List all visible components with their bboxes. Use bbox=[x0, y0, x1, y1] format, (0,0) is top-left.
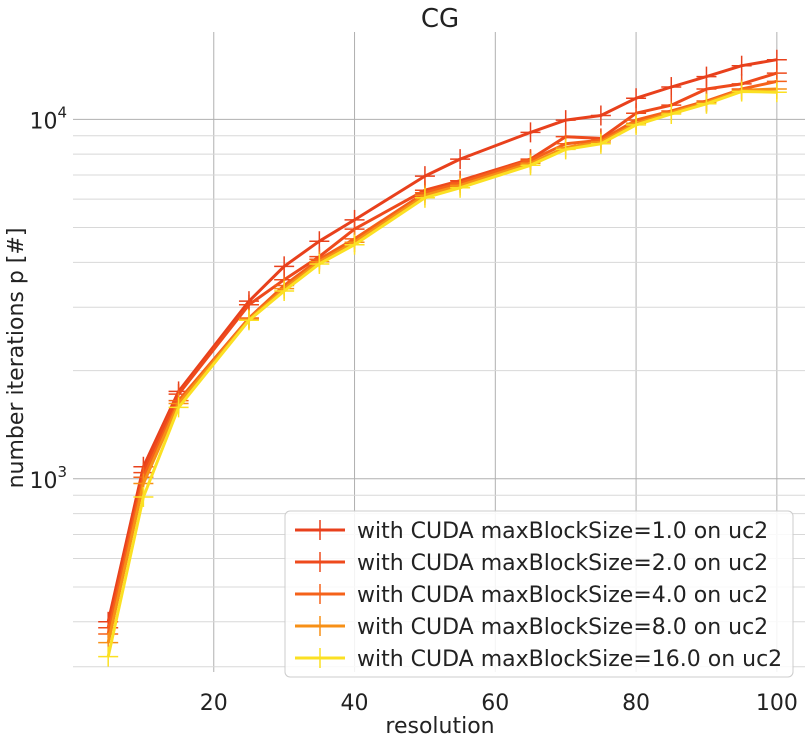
legend-entry-3: with CUDA maxBlockSize=4.0 on uc2 bbox=[295, 583, 768, 608]
legend-entry-5: with CUDA maxBlockSize=16.0 on uc2 bbox=[295, 647, 782, 672]
legend-entry-4: with CUDA maxBlockSize=8.0 on uc2 bbox=[295, 615, 768, 640]
data-point bbox=[626, 114, 647, 135]
legend-entry-2: with CUDA maxBlockSize=2.0 on uc2 bbox=[295, 551, 768, 576]
x-tick-label: 20 bbox=[200, 691, 228, 716]
data-point bbox=[98, 646, 119, 667]
x-tick-label: 100 bbox=[756, 691, 798, 716]
data-point bbox=[520, 155, 541, 176]
legend-box bbox=[284, 510, 794, 678]
y-axis-ticks: 103 104 bbox=[29, 103, 67, 493]
legend-label: with CUDA maxBlockSize=4.0 on uc2 bbox=[357, 583, 768, 608]
data-point bbox=[520, 122, 541, 143]
series-layer bbox=[98, 49, 787, 667]
data-point bbox=[696, 93, 717, 114]
data-point bbox=[133, 486, 154, 507]
data-point bbox=[414, 187, 435, 208]
legend-label: with CUDA maxBlockSize=2.0 on uc2 bbox=[357, 551, 768, 576]
x-tick-label: 80 bbox=[622, 691, 650, 716]
legend: with CUDA maxBlockSize=1.0 on uc2 with CU… bbox=[284, 510, 794, 678]
data-point bbox=[274, 280, 295, 301]
data-point bbox=[766, 82, 787, 103]
data-point bbox=[344, 234, 365, 255]
chart-title: CG bbox=[421, 4, 459, 34]
y-tick-label: 103 bbox=[29, 463, 67, 494]
data-point bbox=[450, 177, 471, 198]
data-point bbox=[309, 253, 330, 274]
data-point bbox=[661, 103, 682, 124]
legend-entry-1: with CUDA maxBlockSize=1.0 on uc2 bbox=[295, 519, 768, 544]
legend-label: with CUDA maxBlockSize=1.0 on uc2 bbox=[357, 519, 768, 544]
data-point bbox=[168, 397, 189, 418]
legend-label: with CUDA maxBlockSize=16.0 on uc2 bbox=[357, 647, 782, 672]
legend-label: with CUDA maxBlockSize=8.0 on uc2 bbox=[357, 615, 768, 640]
data-point bbox=[590, 133, 611, 154]
data-point bbox=[661, 77, 682, 98]
y-tick-label: 104 bbox=[29, 103, 67, 134]
data-point bbox=[731, 81, 752, 102]
y-axis-label: number iterations p [#] bbox=[4, 228, 29, 489]
data-point bbox=[731, 55, 752, 76]
data-point bbox=[590, 105, 611, 126]
data-point bbox=[450, 149, 471, 170]
data-point bbox=[238, 310, 259, 331]
series-5 bbox=[98, 81, 787, 667]
x-axis-ticks: 20 40 60 80 100 bbox=[200, 691, 798, 716]
data-point bbox=[555, 139, 576, 160]
x-tick-label: 60 bbox=[481, 691, 509, 716]
x-tick-label: 40 bbox=[341, 691, 369, 716]
grid bbox=[73, 32, 805, 672]
x-axis-label: resolution bbox=[385, 714, 494, 739]
